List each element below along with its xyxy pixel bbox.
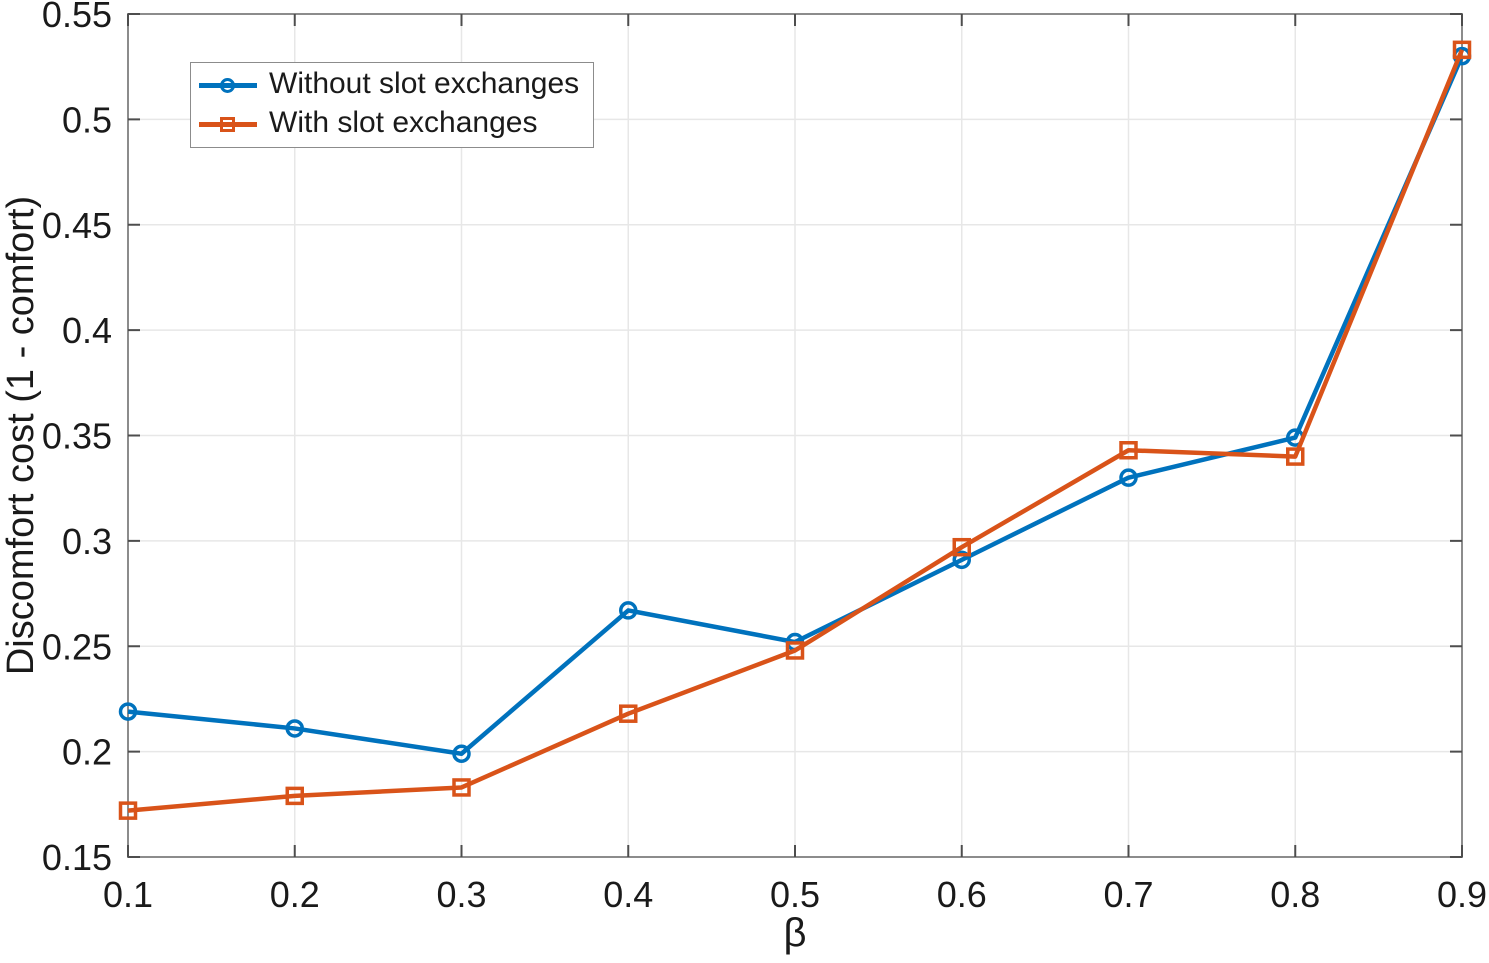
x-tick-label: 0.1: [103, 874, 153, 915]
data-point-marker-with-slot-exchanges: [952, 537, 971, 557]
square-marker-icon: [220, 116, 235, 132]
legend: Without slot exchanges With slot exchang…: [190, 62, 595, 148]
y-tick-label: 0.25: [42, 626, 112, 667]
legend-label: With slot exchanges: [269, 106, 538, 139]
circle-marker-icon: [220, 77, 235, 93]
legend-sample: [199, 66, 257, 105]
data-point-marker-without-slot-exchanges: [285, 719, 304, 738]
legend-item-without-slot-exchanges: Without slot exchanges: [199, 66, 579, 105]
x-tick-label: 0.2: [270, 874, 320, 915]
y-tick-label: 0.15: [42, 837, 112, 878]
data-point-marker-with-slot-exchanges: [118, 801, 138, 820]
y-tick-label: 0.5: [62, 99, 112, 140]
data-point-marker-without-slot-exchanges: [452, 744, 471, 763]
y-tick-label: 0.35: [42, 416, 112, 457]
data-point-marker-with-slot-exchanges: [785, 641, 805, 660]
x-tick-label: 0.6: [937, 874, 987, 915]
data-point-marker-with-slot-exchanges: [1452, 40, 1472, 60]
y-axis-label: Discomfort cost (1 - comfort): [0, 196, 42, 675]
data-point-marker-without-slot-exchanges: [619, 601, 638, 620]
y-tick-label: 0.55: [42, 0, 112, 35]
y-tick-label: 0.45: [42, 205, 112, 246]
data-point-marker-with-slot-exchanges: [285, 786, 304, 806]
legend-item-with-slot-exchanges: With slot exchanges: [199, 105, 579, 144]
line-sample-icon: [199, 122, 257, 127]
x-tick-label: 0.3: [436, 874, 486, 915]
x-tick-label: 0.9: [1437, 874, 1487, 915]
data-point-marker-without-slot-exchanges: [952, 550, 971, 570]
series-line-with-slot-exchanges: [127, 48, 1465, 813]
x-tick-label: 0.5: [770, 874, 820, 915]
legend-label: Without slot exchanges: [269, 67, 580, 100]
x-tick-label: 0.8: [1270, 874, 1320, 915]
data-point-marker-with-slot-exchanges: [1119, 441, 1138, 460]
x-tick-label: 0.7: [1103, 874, 1153, 915]
y-tick-label: 0.3: [62, 521, 112, 562]
data-point-marker-with-slot-exchanges: [1286, 447, 1305, 466]
data-point-marker-without-slot-exchanges: [118, 702, 138, 721]
data-point-marker-with-slot-exchanges: [619, 704, 638, 723]
data-point-marker-with-slot-exchanges: [452, 778, 471, 797]
data-point-marker-without-slot-exchanges: [1119, 468, 1138, 487]
y-tick-label: 0.4: [62, 310, 112, 351]
x-axis-label: β: [783, 911, 806, 955]
y-tick-label: 0.2: [62, 732, 112, 773]
x-tick-label: 0.4: [603, 874, 653, 915]
legend-sample: [199, 105, 257, 144]
